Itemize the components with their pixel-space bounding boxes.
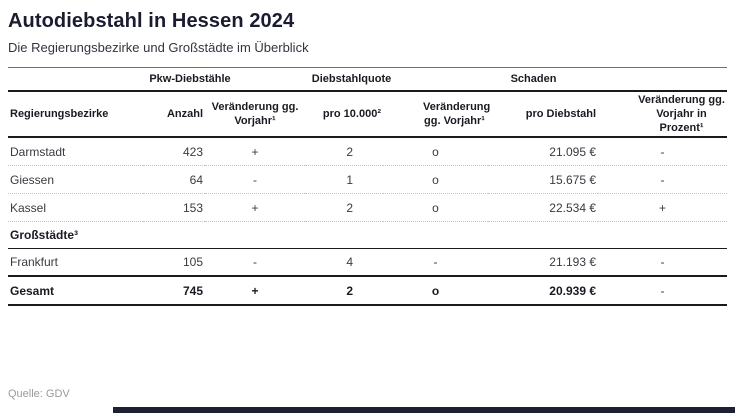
anzahl-cell: 64 bbox=[189, 172, 203, 187]
anzahl-cell: 745 bbox=[182, 283, 203, 298]
group-header-schaden: Schaden bbox=[488, 67, 728, 92]
quote-cell: 1 bbox=[346, 172, 353, 187]
column-header-anzahl: Anzahl bbox=[143, 91, 205, 138]
quote-cell: 2 bbox=[346, 200, 353, 215]
delta-cell: + bbox=[251, 200, 259, 215]
quote-cell: 2 bbox=[346, 283, 353, 298]
delta-cell: - bbox=[253, 255, 257, 269]
column-header-regierungsbezirke: Regierungsbezirke bbox=[8, 91, 143, 138]
anzahl-cell: 423 bbox=[182, 144, 203, 159]
quote-cell: 4 bbox=[346, 255, 353, 269]
quote-cell: 2 bbox=[346, 144, 353, 159]
column-header-veraenderung-prozent: Veränderung gg. Vorjahr in Prozent¹ bbox=[598, 91, 728, 138]
group-header-spacer bbox=[8, 67, 143, 92]
column-header-veraenderung-1: Veränderung gg. Vorjahr¹ bbox=[205, 91, 305, 138]
schaden-cell: 15.675 € bbox=[549, 172, 597, 187]
section-header-grossstaedte: Großstädte³ bbox=[8, 222, 728, 249]
delta-cell: + bbox=[251, 283, 259, 298]
region-name-cell: Frankfurt bbox=[10, 255, 59, 269]
group-header-row: Pkw-Diebstähle Diebstahlquote Schaden bbox=[8, 67, 728, 92]
table-row-darmstadt: Darmstadt 423 + 2 o 21.095 € - bbox=[8, 137, 728, 166]
table-row-frankfurt: Frankfurt 105 - 4 - 21.193 € - bbox=[8, 249, 728, 276]
delta-cell: - bbox=[660, 172, 665, 187]
group-header-diebstahlquote: Diebstahlquote bbox=[305, 67, 489, 92]
section-header-label: Großstädte³ bbox=[10, 228, 79, 242]
schaden-cell: 22.534 € bbox=[549, 200, 597, 215]
column-header-pro-diebstahl: pro Diebstahl bbox=[488, 91, 599, 138]
delta-cell: - bbox=[253, 172, 257, 187]
region-name-cell: Kassel bbox=[10, 200, 47, 215]
delta-cell: - bbox=[660, 144, 665, 159]
region-name-cell: Giessen bbox=[10, 172, 55, 187]
delta-cell: + bbox=[251, 144, 259, 159]
region-name-cell: Darmstadt bbox=[10, 144, 66, 159]
total-name-cell: Gesamt bbox=[10, 283, 55, 298]
anzahl-cell: 153 bbox=[182, 200, 203, 215]
delta-cell: - bbox=[433, 255, 438, 269]
bottom-accent-bar bbox=[113, 407, 735, 413]
delta-cell: o bbox=[432, 200, 439, 215]
table-row-giessen: Giessen 64 - 1 o 15.675 € - bbox=[8, 166, 728, 194]
column-header-row: Regierungsbezirke Anzahl Veränderung gg.… bbox=[8, 91, 728, 138]
group-header-pkw-diebstaehle: Pkw-Diebstähle bbox=[143, 67, 305, 92]
delta-cell: o bbox=[431, 283, 440, 298]
table-row-kassel: Kassel 153 + 2 o 22.534 € + bbox=[8, 194, 728, 222]
delta-cell: o bbox=[432, 172, 439, 187]
source-note: Quelle: GDV bbox=[8, 388, 70, 400]
page-subtitle: Die Regierungsbezirke und Großstädte im … bbox=[8, 40, 309, 55]
schaden-cell: 21.095 € bbox=[549, 144, 597, 159]
delta-cell: - bbox=[660, 283, 665, 298]
delta-cell: o bbox=[432, 144, 439, 159]
table-row-gesamt: Gesamt 745 + 2 o 20.939 € - bbox=[8, 276, 728, 305]
schaden-cell: 21.193 € bbox=[549, 255, 597, 269]
delta-cell: + bbox=[659, 200, 667, 215]
page-title: Autodiebstahl in Hessen 2024 bbox=[8, 10, 295, 32]
delta-cell: - bbox=[660, 255, 665, 269]
schaden-cell: 20.939 € bbox=[549, 283, 597, 298]
anzahl-cell: 105 bbox=[182, 255, 203, 269]
stats-table: Pkw-Diebstähle Diebstahlquote Schaden Re… bbox=[8, 67, 728, 306]
column-header-pro-10000: pro 10.000² bbox=[305, 91, 383, 138]
column-header-veraenderung-2: Veränderung gg. Vorjahr¹ bbox=[383, 91, 490, 138]
